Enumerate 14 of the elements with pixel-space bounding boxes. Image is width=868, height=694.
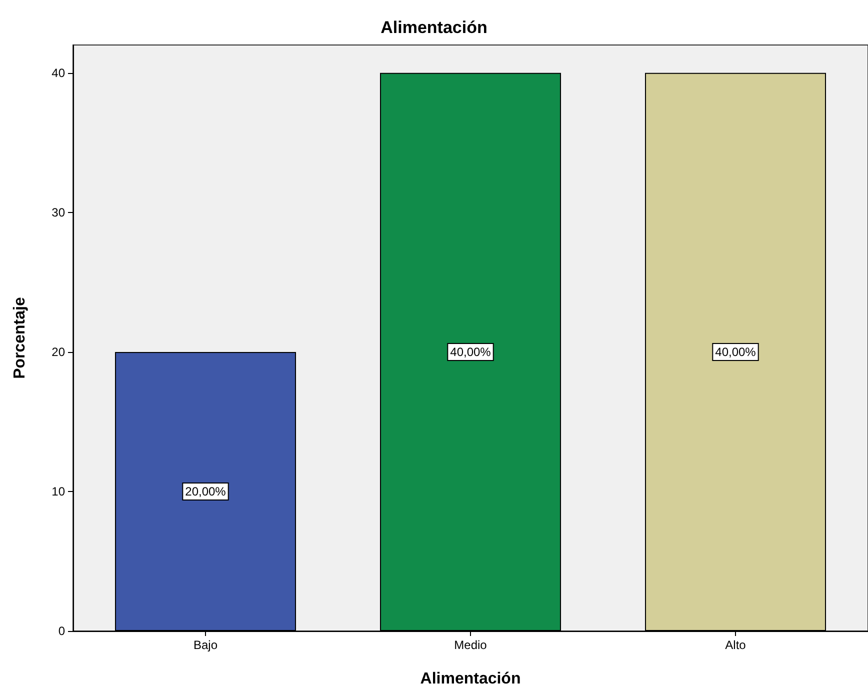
data-label: 40,00% — [715, 344, 756, 359]
x-tick-label: Medio — [454, 638, 488, 652]
x-tick-label: Bajo — [193, 638, 218, 652]
y-tick-label: 30 — [52, 205, 66, 220]
data-label: 20,00% — [185, 484, 226, 498]
y-tick-label: 0 — [58, 624, 66, 638]
y-axis-title: Porcentaje — [12, 296, 28, 379]
x-tick-label: Alto — [725, 638, 746, 652]
y-tick-label: 40 — [52, 66, 66, 80]
data-label: 40,00% — [450, 344, 492, 359]
y-tick-label: 10 — [52, 484, 66, 498]
y-tick-label: 20 — [52, 344, 66, 359]
x-axis-title: Alimentación — [420, 670, 521, 688]
chart-title: Alimentación — [380, 18, 488, 37]
